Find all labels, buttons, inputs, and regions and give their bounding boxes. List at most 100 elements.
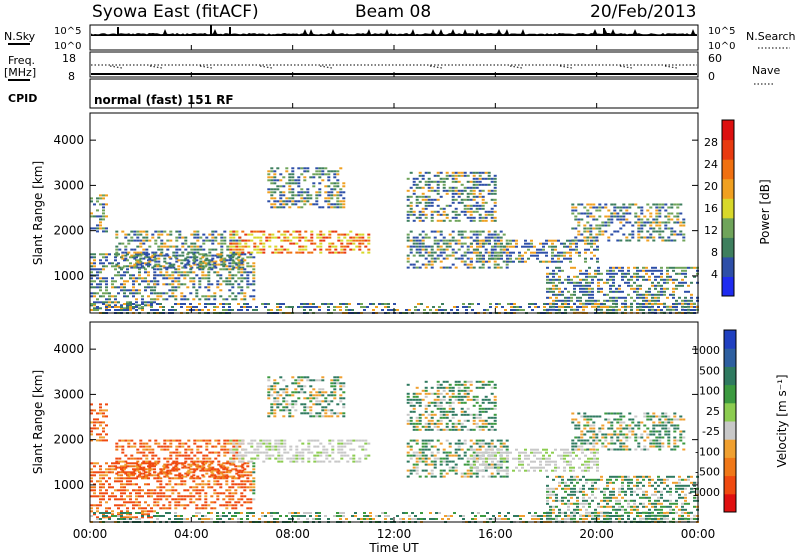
- echo-cell: [499, 466, 503, 469]
- echo-cell: [469, 204, 473, 207]
- echo-cell: [166, 463, 170, 466]
- echo-cell: [241, 266, 245, 269]
- echo-cell: [301, 460, 305, 463]
- echo-cell: [315, 203, 319, 206]
- echo-cell: [283, 451, 287, 454]
- echo-cell: [241, 248, 245, 251]
- echo-cell: [412, 425, 416, 428]
- echo-cell: [96, 507, 99, 510]
- echo-cell: [505, 466, 509, 469]
- echo-cell: [195, 306, 198, 308]
- echo-cell: [189, 277, 193, 280]
- echo-cell: [412, 463, 416, 466]
- echo-cell: [445, 451, 449, 454]
- echo-cell: [133, 472, 137, 475]
- echo-cell: [139, 457, 143, 460]
- echo-cell: [667, 206, 671, 209]
- echo-cell: [93, 295, 96, 298]
- echo-cell: [454, 242, 458, 245]
- echo-cell: [136, 230, 140, 233]
- echo-cell: [96, 283, 99, 286]
- echo-cell: [424, 386, 428, 389]
- echo-cell: [472, 219, 476, 222]
- echo-cell: [463, 236, 467, 239]
- echo-cell: [457, 445, 461, 448]
- echo-cell: [331, 457, 335, 460]
- colorbar-tick-label: 28: [704, 136, 718, 149]
- echo-cell: [457, 219, 461, 222]
- echo-cell: [120, 286, 123, 289]
- echo-cell: [196, 251, 200, 254]
- echo-cell: [123, 498, 126, 501]
- echo-cell: [339, 412, 343, 415]
- echo-cell: [273, 203, 277, 206]
- echo-cell: [415, 242, 419, 245]
- echo-cell: [586, 227, 590, 230]
- echo-cell: [478, 174, 482, 177]
- echo-cell: [139, 230, 143, 233]
- echo-cell: [421, 451, 425, 454]
- echo-cell: [484, 213, 488, 216]
- echo-cell: [111, 280, 114, 283]
- echo-cell: [660, 269, 663, 272]
- echo-cell: [129, 301, 132, 304]
- echo-cell: [472, 210, 476, 213]
- echo-cell: [442, 210, 446, 213]
- echo-cell: [642, 293, 645, 296]
- echo-cell: [315, 412, 319, 415]
- echo-cell: [476, 245, 479, 248]
- echo-cell: [138, 268, 141, 271]
- echo-cell: [585, 302, 588, 305]
- echo-cell: [579, 299, 582, 302]
- echo-cell: [493, 183, 497, 186]
- echo-cell: [424, 448, 428, 451]
- echo-cell: [463, 395, 467, 398]
- echo-cell: [282, 203, 286, 206]
- echo-cell: [141, 462, 144, 465]
- echo-cell: [663, 290, 666, 293]
- echo-cell: [226, 245, 230, 248]
- echo-cell: [657, 290, 660, 293]
- echo-cell: [138, 283, 141, 286]
- echo-cell: [315, 191, 319, 194]
- echo-cell: [229, 439, 233, 442]
- echo-cell: [229, 448, 233, 451]
- echo-cell: [672, 281, 675, 284]
- echo-cell: [551, 254, 554, 257]
- echo-cell: [527, 257, 530, 260]
- echo-cell: [300, 197, 304, 200]
- echo-cell: [132, 280, 135, 283]
- echo-cell: [274, 236, 278, 239]
- echo-cell: [144, 483, 147, 486]
- echo-cell: [289, 460, 293, 463]
- echo-cell: [219, 259, 223, 262]
- echo-cell: [96, 439, 99, 442]
- echo-cell: [180, 295, 184, 298]
- echo-cell: [482, 257, 485, 260]
- echo-cell: [211, 239, 215, 242]
- echo-cell: [640, 212, 644, 215]
- echo-cell: [339, 188, 343, 191]
- echo-cell: [90, 507, 93, 510]
- echo-cell: [276, 303, 279, 305]
- echo-cell: [412, 439, 416, 442]
- echo-cell: [129, 501, 132, 504]
- echo-cell: [228, 283, 232, 286]
- echo-cell: [102, 498, 105, 501]
- echo-cell: [319, 233, 323, 236]
- echo-cell: [421, 207, 425, 210]
- echo-cell: [555, 284, 558, 287]
- echo-cell: [297, 191, 301, 194]
- echo-cell: [588, 281, 591, 284]
- echo-cell: [552, 275, 555, 278]
- echo-cell: [539, 251, 542, 254]
- echo-cell: [90, 510, 93, 513]
- echo-cell: [610, 212, 614, 215]
- echo-cell: [289, 233, 293, 236]
- echo-cell: [93, 427, 96, 430]
- echo-cell: [442, 469, 446, 472]
- echo-cell: [352, 460, 356, 463]
- echo-cell: [156, 486, 160, 489]
- echo-cell: [672, 269, 675, 272]
- echo-cell: [223, 230, 227, 233]
